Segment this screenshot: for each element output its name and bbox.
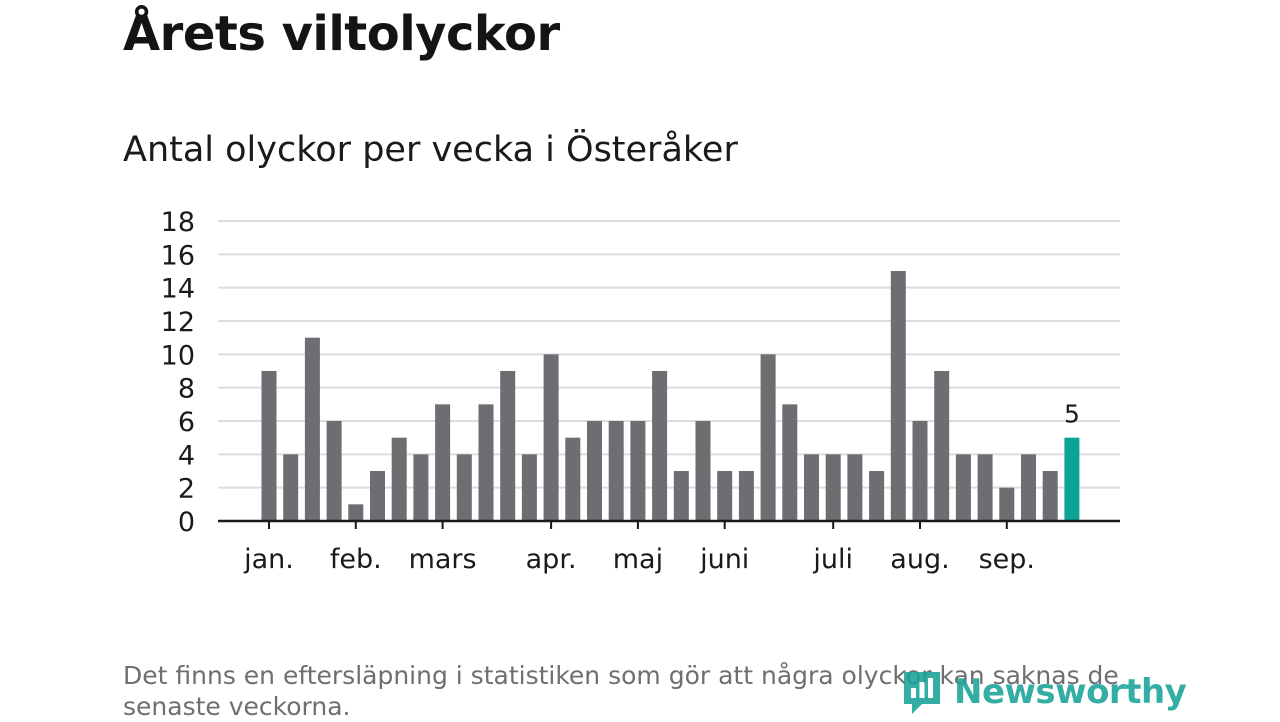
x-tick-label: sep.: [979, 544, 1035, 575]
bar: [955, 454, 971, 521]
y-tick-label: 6: [178, 407, 195, 438]
bar: [912, 421, 928, 521]
bar: [413, 454, 429, 521]
y-tick-label: 4: [178, 440, 195, 471]
bar: [500, 371, 516, 521]
y-tick-label: 10: [161, 340, 195, 371]
y-tick-label: 8: [178, 374, 195, 405]
x-tick-label: feb.: [330, 544, 382, 575]
y-tick-label: 0: [178, 507, 195, 538]
bar: [695, 421, 711, 521]
bar: [934, 371, 950, 521]
bar: [782, 404, 798, 521]
bar: [304, 337, 320, 521]
y-tick-label: 16: [161, 240, 195, 271]
bar: [478, 404, 494, 521]
x-tick-label: apr.: [526, 544, 577, 575]
bar: [738, 471, 754, 521]
bar: [565, 437, 581, 521]
bar: [999, 487, 1015, 521]
bar: [370, 471, 385, 521]
x-tick-label: juni: [699, 544, 749, 575]
bar: [890, 271, 906, 521]
chart-subtitle: Antal olyckor per vecka i Österåker: [123, 130, 738, 170]
bar: [717, 471, 733, 521]
bar: [348, 504, 364, 521]
bar: [760, 354, 776, 521]
bar: [326, 421, 342, 521]
footnote: Det finns en eftersläpning i statistiken…: [123, 661, 1119, 721]
bar: [543, 354, 559, 521]
y-tick-label: 14: [161, 274, 195, 305]
page-title: Årets viltolyckor: [123, 6, 560, 62]
x-tick-label: mars: [409, 544, 477, 575]
bar: [456, 454, 472, 521]
x-tick-label: juli: [812, 544, 853, 575]
x-tick-label: aug.: [890, 544, 949, 575]
bar: [435, 404, 451, 521]
x-tick-label: jan.: [243, 544, 294, 575]
y-tick-label: 18: [161, 207, 195, 238]
highlight-value-label: 5: [1064, 400, 1080, 429]
bar: [630, 421, 646, 521]
y-tick-label: 2: [178, 474, 195, 505]
bar: [1042, 471, 1058, 521]
bar: [825, 454, 841, 521]
bar: [391, 437, 407, 521]
bar: [521, 454, 537, 521]
bar: [977, 454, 993, 521]
bar: [804, 454, 819, 521]
x-tick-label: maj: [613, 544, 663, 575]
y-tick-label: 12: [161, 307, 195, 338]
bar: [587, 421, 602, 521]
bar: [652, 371, 668, 521]
bar: [283, 454, 299, 521]
brand-logo: Newsworthy: [900, 668, 1187, 716]
highlight-bar: [1064, 437, 1080, 521]
brand-name: Newsworthy: [954, 672, 1187, 712]
bar: [261, 371, 277, 521]
bar: [847, 454, 863, 521]
bar: [1021, 454, 1036, 521]
bar: [869, 471, 885, 521]
newsworthy-logo-icon: [904, 672, 940, 714]
bar: [673, 471, 689, 521]
bar: [608, 421, 624, 521]
